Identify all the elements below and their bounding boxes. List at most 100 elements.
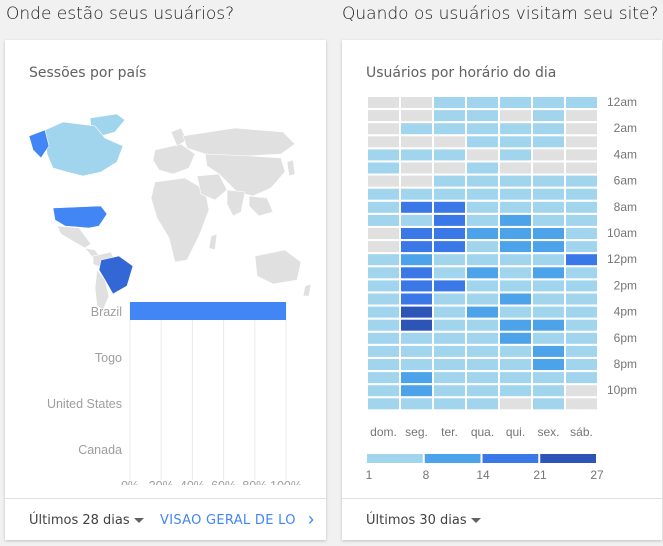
heatmap-cell[interactable] (566, 97, 597, 108)
heatmap-cell[interactable] (368, 110, 399, 122)
heatmap-cell[interactable] (533, 385, 564, 397)
heatmap-cell[interactable] (401, 254, 432, 266)
heatmap-cell[interactable] (566, 319, 597, 331)
heatmap-cell[interactable] (500, 241, 531, 253)
chevron-right-icon[interactable]: › (308, 509, 314, 529)
heatmap-cell[interactable] (434, 214, 465, 226)
heatmap-cell[interactable] (467, 214, 498, 226)
heatmap-cell[interactable] (467, 280, 498, 292)
heatmap-cell[interactable] (500, 97, 531, 108)
heatmap-cell[interactable] (368, 123, 399, 135)
heatmap-cell[interactable] (566, 385, 597, 397)
heatmap-cell[interactable] (566, 345, 597, 357)
heatmap-cell[interactable] (434, 188, 465, 200)
heatmap-cell[interactable] (434, 398, 465, 410)
heatmap-cell[interactable] (500, 188, 531, 200)
heatmap-cell[interactable] (500, 372, 531, 384)
heatmap-cell[interactable] (467, 110, 498, 122)
heatmap-cell[interactable] (533, 280, 564, 292)
usa-shape[interactable] (52, 205, 108, 229)
heatmap-cell[interactable] (533, 359, 564, 370)
heatmap-cell[interactable] (434, 359, 465, 370)
heatmap-cell[interactable] (434, 162, 465, 174)
heatmap-cell[interactable] (467, 254, 498, 266)
southeast-asia-shape[interactable] (248, 195, 274, 217)
heatmap-cell[interactable] (566, 214, 597, 226)
new-zealand-shape[interactable] (302, 283, 312, 297)
heatmap-cell[interactable] (533, 372, 564, 384)
heatmap-cell[interactable] (467, 162, 498, 174)
heatmap-cell[interactable] (566, 188, 597, 200)
heatmap-cell[interactable] (566, 149, 597, 161)
heatmap-cell[interactable] (467, 372, 498, 384)
heatmap-cell[interactable] (500, 228, 531, 239)
heatmap-cell[interactable] (401, 345, 432, 357)
heatmap-cell[interactable] (533, 319, 564, 331)
heatmap-cell[interactable] (566, 201, 597, 213)
europe-shape[interactable] (152, 143, 196, 175)
heatmap-cell[interactable] (401, 319, 432, 331)
heatmap-cell[interactable] (434, 149, 465, 161)
heatmap-cell[interactable] (566, 306, 597, 318)
heatmap-cell[interactable] (533, 110, 564, 122)
heatmap-cell[interactable] (401, 162, 432, 174)
heatmap-cell[interactable] (401, 385, 432, 397)
heatmap-cell[interactable] (401, 214, 432, 226)
russia-shape[interactable] (182, 127, 296, 157)
heatmap-cell[interactable] (500, 267, 531, 279)
heatmap-cell[interactable] (566, 110, 597, 122)
heatmap-cell[interactable] (368, 385, 399, 397)
australia-shape[interactable] (254, 249, 302, 285)
heatmap-cell[interactable] (500, 359, 531, 370)
heatmap-cell[interactable] (500, 175, 531, 187)
heatmap-cell[interactable] (566, 162, 597, 174)
heatmap-cell[interactable] (467, 345, 498, 357)
heatmap-cell[interactable] (368, 214, 399, 226)
heatmap-cell[interactable] (533, 214, 564, 226)
canada-shape[interactable] (44, 121, 124, 177)
heatmap-cell[interactable] (467, 175, 498, 187)
heatmap-cell[interactable] (566, 228, 597, 239)
heatmap-cell[interactable] (500, 149, 531, 161)
heatmap-cell[interactable] (566, 175, 597, 187)
heatmap-cell[interactable] (368, 267, 399, 279)
heatmap-cell[interactable] (533, 136, 564, 148)
heatmap-cell[interactable] (401, 228, 432, 239)
heatmap-cell[interactable] (500, 332, 531, 344)
japan-shape[interactable] (286, 159, 296, 177)
heatmap-cell[interactable] (467, 267, 498, 279)
heatmap-cell[interactable] (434, 306, 465, 318)
heatmap-cell[interactable] (500, 385, 531, 397)
heatmap-cell[interactable] (467, 123, 498, 135)
heatmap-cell[interactable] (533, 345, 564, 357)
heatmap-cell[interactable] (368, 398, 399, 410)
heatmap-cell[interactable] (500, 123, 531, 135)
heatmap-cell[interactable] (566, 372, 597, 384)
madagascar-shape[interactable] (208, 233, 218, 251)
heatmap-cell[interactable] (533, 162, 564, 174)
heatmap-cell[interactable] (434, 332, 465, 344)
heatmap-cell[interactable] (533, 149, 564, 161)
heatmap-cell[interactable] (566, 280, 597, 292)
heatmap-cell[interactable] (566, 123, 597, 135)
heatmap-cell[interactable] (434, 319, 465, 331)
heatmap-cell[interactable] (434, 267, 465, 279)
india-shape[interactable] (226, 189, 246, 217)
heatmap-cell[interactable] (434, 385, 465, 397)
heatmap-cell[interactable] (401, 201, 432, 213)
heatmap-cell[interactable] (401, 372, 432, 384)
heatmap-cell[interactable] (566, 359, 597, 370)
heatmap-cell[interactable] (368, 359, 399, 370)
heatmap-cell[interactable] (401, 306, 432, 318)
heatmap-cell[interactable] (500, 280, 531, 292)
heatmap-cell[interactable] (500, 254, 531, 266)
heatmap-cell[interactable] (401, 267, 432, 279)
heatmap-cell[interactable] (500, 214, 531, 226)
heatmap-cell[interactable] (566, 267, 597, 279)
asia-shape[interactable] (204, 153, 286, 197)
heatmap-cell[interactable] (401, 280, 432, 292)
heatmap-cell[interactable] (434, 123, 465, 135)
heatmap-cell[interactable] (467, 228, 498, 239)
heatmap-cell[interactable] (368, 306, 399, 318)
heatmap-cell[interactable] (434, 372, 465, 384)
